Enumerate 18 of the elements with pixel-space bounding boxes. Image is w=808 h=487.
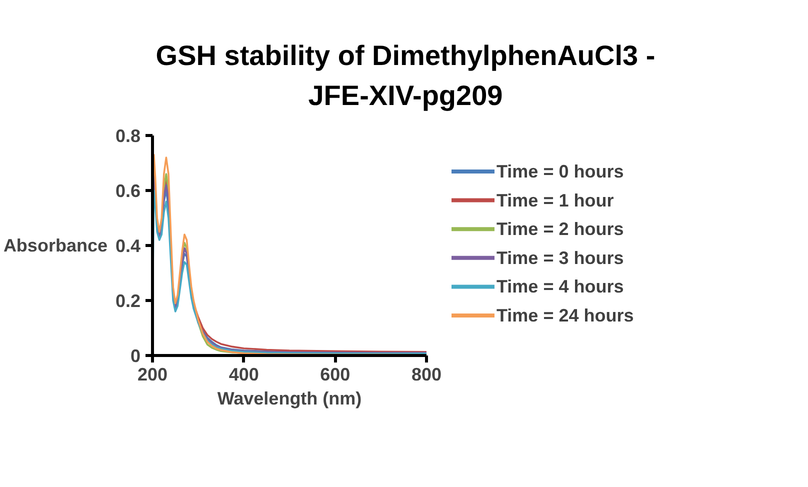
y-tick-label: 0.8 bbox=[115, 126, 141, 146]
x-tick-label: 600 bbox=[320, 364, 350, 384]
legend-label: Time = 4 hours bbox=[496, 276, 624, 297]
y-tick-label: 0.4 bbox=[115, 236, 141, 256]
legend-label: Time = 24 hours bbox=[496, 306, 634, 326]
chart-title: GSH stability of DimethylphenAuCl3 - JFE-XIV-pg209 bbox=[156, 40, 656, 112]
x-tick-label: 200 bbox=[137, 364, 168, 384]
legend-label: Time = 2 hours bbox=[496, 219, 624, 240]
y-tick-label: 0.2 bbox=[115, 291, 141, 311]
x-tick-label: 400 bbox=[228, 364, 259, 384]
legend-label: Time = 1 hour bbox=[496, 190, 614, 210]
x-axis-title: Wavelength (nm) bbox=[217, 388, 362, 408]
y-tick-label: 0 bbox=[130, 346, 141, 366]
legend-label: Time = 0 hours bbox=[496, 162, 624, 182]
y-axis-title: Absorbance bbox=[3, 236, 108, 256]
x-tick-label: 800 bbox=[411, 364, 442, 384]
y-tick-label: 0.6 bbox=[115, 181, 141, 201]
legend-label: Time = 3 hours bbox=[496, 248, 624, 268]
